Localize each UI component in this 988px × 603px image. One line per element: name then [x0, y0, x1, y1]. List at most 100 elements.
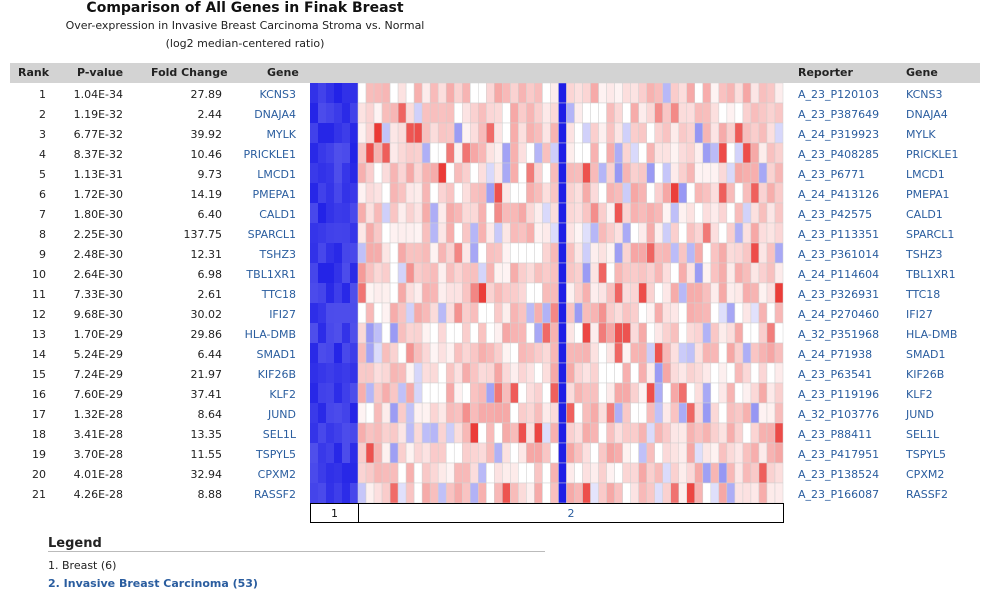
heatmap-cell	[334, 343, 342, 363]
heatmap-cell	[478, 362, 487, 384]
heatmap-cell	[766, 362, 776, 384]
heatmap-cell	[766, 422, 776, 444]
heatmap-cell	[494, 462, 503, 484]
heatmap-cell	[726, 262, 736, 284]
gene-link[interactable]: MYLK	[266, 128, 296, 141]
gene-link-right[interactable]: MYLK	[906, 128, 936, 141]
heatmap-cell	[726, 122, 736, 144]
reporter-link[interactable]: A_23_P63541	[798, 368, 873, 381]
gene-header-right[interactable]: Gene	[906, 66, 938, 79]
gene-link[interactable]: JUND	[268, 408, 296, 421]
gene-link[interactable]: SMAD1	[256, 348, 296, 361]
reporter-link[interactable]: A_24_P71938	[798, 348, 873, 361]
gene-link[interactable]: SPARCL1	[247, 228, 296, 241]
pvalue-header[interactable]: P-value	[77, 66, 124, 79]
legend-item-breast[interactable]: 1. Breast (6)	[48, 559, 117, 572]
gene-link[interactable]: TSPYL5	[256, 448, 296, 461]
reporter-link[interactable]: A_23_P138524	[798, 468, 880, 481]
heatmap-cell	[646, 242, 655, 264]
gene-link[interactable]: CPXM2	[257, 468, 296, 481]
rank-header[interactable]: Rank	[18, 66, 50, 79]
gene-link[interactable]: TBL1XR1	[246, 268, 296, 281]
gene-link-right[interactable]: DNAJA4	[906, 108, 948, 121]
gene-link-right[interactable]: JUND	[906, 408, 934, 421]
gene-link-right[interactable]: PRICKLE1	[906, 148, 959, 161]
legend-item-invasive-carcinoma[interactable]: 2. Invasive Breast Carcinoma (53)	[48, 577, 258, 590]
reporter-link[interactable]: A_24_P270460	[798, 308, 880, 321]
gene-link-right[interactable]: KLF2	[906, 388, 933, 401]
gene-link[interactable]: KCNS3	[259, 88, 296, 101]
gene-link[interactable]: IFI27	[269, 308, 296, 321]
gene-link-right[interactable]: TSPYL5	[906, 448, 946, 461]
gene-link[interactable]: PRICKLE1	[243, 148, 297, 161]
gene-link-right[interactable]: SPARCL1	[906, 228, 955, 241]
gene-link-right[interactable]: RASSF2	[906, 488, 949, 501]
gene-link[interactable]: LMCD1	[257, 168, 296, 181]
gene-link-right[interactable]: SEL1L	[906, 428, 940, 441]
heatmap-cell	[437, 382, 447, 404]
heatmap-cell	[734, 422, 744, 444]
gene-link[interactable]: HLA-DMB	[244, 328, 296, 341]
reporter-link[interactable]: A_23_P387649	[798, 108, 880, 121]
gene-link-right[interactable]: TSHZ3	[906, 248, 943, 261]
reporter-link[interactable]: A_23_P42575	[798, 208, 873, 221]
gene-header[interactable]: Gene	[267, 66, 299, 79]
reporter-link[interactable]: A_32_P351968	[798, 328, 880, 341]
table-row: 15 7.24E-29 21.97 KIF26B A_23_P63541 KIF26B	[0, 365, 988, 385]
heatmap-cell	[510, 362, 519, 384]
heatmap-cell	[550, 362, 559, 384]
heatmap-cell	[670, 442, 680, 464]
gene-link-right[interactable]: IFI27	[906, 308, 933, 321]
gene-link[interactable]: KLF2	[269, 388, 296, 401]
reporter-link[interactable]: A_23_P113351	[798, 228, 880, 241]
heatmap-cell	[710, 362, 720, 384]
heatmap-cell	[502, 322, 511, 344]
heatmap-cell	[662, 462, 671, 484]
gene-link[interactable]: RASSF2	[253, 488, 296, 501]
reporter-link[interactable]: A_23_P6771	[798, 168, 866, 181]
reporter-link[interactable]: A_23_P119196	[798, 388, 880, 401]
heatmap-cell	[462, 442, 471, 464]
gene-link-right[interactable]: KCNS3	[906, 88, 943, 101]
reporter-link[interactable]: A_24_P114604	[798, 268, 880, 281]
reporter-link[interactable]: A_23_P326931	[798, 288, 880, 301]
heatmap-cell	[766, 302, 776, 324]
reporter-link[interactable]: A_23_P417951	[798, 448, 880, 461]
gene-link-right[interactable]: HLA-DMB	[906, 328, 958, 341]
heatmap-cell	[365, 202, 375, 224]
fold-change-header[interactable]: Fold Change	[151, 66, 228, 79]
reporter-link[interactable]: A_23_P120103	[798, 88, 880, 101]
reporter-link[interactable]: A_23_P166087	[798, 488, 880, 501]
gene-link-right[interactable]: SMAD1	[906, 348, 946, 361]
reporter-link[interactable]: A_32_P103776	[798, 408, 880, 421]
gene-link[interactable]: CALD1	[259, 208, 296, 221]
heatmap-cell	[574, 102, 583, 124]
heatmap-cell	[445, 362, 455, 384]
gene-link[interactable]: PMEPA1	[252, 188, 296, 201]
gene-link-right[interactable]: CPXM2	[906, 468, 945, 481]
reporter-link[interactable]: A_24_P319923	[798, 128, 880, 141]
gene-link-right[interactable]: LMCD1	[906, 168, 945, 181]
reporter-link[interactable]: A_23_P408285	[798, 148, 880, 161]
reporter-link[interactable]: A_24_P413126	[798, 188, 880, 201]
gene-link[interactable]: SEL1L	[262, 428, 296, 441]
gene-link[interactable]: TSHZ3	[259, 248, 296, 261]
reporter-link[interactable]: A_23_P361014	[798, 248, 880, 261]
gene-link[interactable]: TTC18	[261, 288, 296, 301]
heatmap-cell	[318, 203, 326, 223]
heatmap-cell	[662, 142, 671, 164]
rank-cell: 3	[39, 128, 46, 141]
gene-link[interactable]: KIF26B	[257, 368, 296, 381]
heatmap-cell	[582, 302, 591, 324]
gene-link[interactable]: DNAJA4	[254, 108, 296, 121]
heatmap-cell	[310, 363, 318, 383]
reporter-header[interactable]: Reporter	[798, 66, 853, 79]
gene-link-right[interactable]: TBL1XR1	[906, 268, 956, 281]
reporter-link[interactable]: A_23_P88411	[798, 428, 873, 441]
gene-link-right[interactable]: KIF26B	[906, 368, 945, 381]
gene-link-right[interactable]: PMEPA1	[906, 188, 950, 201]
heatmap-cell	[566, 182, 575, 204]
heatmap-cell	[334, 103, 342, 123]
gene-link-right[interactable]: CALD1	[906, 208, 943, 221]
gene-link-right[interactable]: TTC18	[906, 288, 941, 301]
